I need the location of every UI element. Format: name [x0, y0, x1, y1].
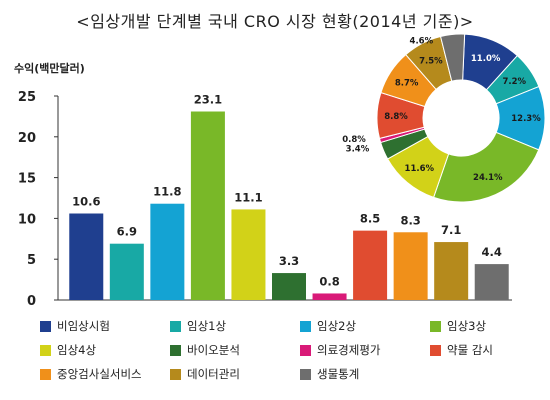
donut-slice-label: 4.6%: [410, 36, 434, 46]
legend-item: 임상1상: [170, 318, 300, 334]
legend-swatch: [300, 320, 311, 332]
legend-item: 의료경제평가: [300, 342, 430, 358]
donut-slice-4: [432, 131, 540, 203]
donut-slice-label: 8.8%: [384, 112, 408, 122]
donut-slice-label: 11.0%: [471, 54, 501, 64]
donut-slice-label: 24.1%: [473, 173, 503, 183]
legend-label: 임상4상: [57, 343, 97, 357]
legend-item: 임상4상: [40, 342, 170, 358]
legend-label: 임상1상: [187, 319, 227, 333]
bar-value-label: 8.5: [360, 212, 380, 226]
legend-swatch: [300, 344, 311, 356]
legend-label: 바이오분석: [187, 343, 240, 357]
y-tick-label: 25: [18, 90, 36, 105]
legend-item: 임상3상: [430, 318, 545, 334]
legend-label: 비임상시험: [57, 319, 110, 333]
donut-slice-11: [439, 33, 466, 82]
legend-item: 생물통계: [300, 366, 430, 382]
donut-slice-label: 12.3%: [511, 114, 541, 124]
legend-item: 바이오분석: [170, 342, 300, 358]
legend-swatch: [430, 320, 441, 332]
bar-10: [434, 242, 469, 300]
y-tick-label: 15: [18, 172, 36, 187]
legend-label: 약물 감시: [447, 343, 493, 357]
bar-value-label: 10.6: [72, 195, 100, 209]
y-tick-label: 20: [18, 131, 36, 146]
legend-swatch: [40, 320, 51, 332]
legend-swatch: [170, 344, 181, 356]
legend-label: 생물통계: [317, 367, 360, 381]
legend-label: 임상2상: [317, 319, 357, 333]
legend-swatch: [430, 344, 441, 356]
bar-value-label: 7.1: [441, 223, 461, 237]
bar-value-label: 3.3: [279, 254, 299, 268]
donut-slice-label: 7.5%: [419, 56, 443, 66]
bar-3: [150, 203, 185, 300]
bar-8: [353, 230, 388, 300]
legend-item: 임상2상: [300, 318, 430, 334]
legend-swatch: [170, 320, 181, 332]
bar-4: [190, 111, 225, 300]
legend-item: 약물 감시: [430, 342, 545, 358]
bar-value-label: 6.9: [117, 225, 137, 239]
bar-2: [109, 243, 144, 300]
legend-label: 의료경제평가: [317, 343, 381, 357]
legend-swatch: [170, 368, 181, 380]
legend-item: 비임상시험: [40, 318, 170, 334]
bar-1: [69, 213, 104, 300]
legend-swatch: [300, 368, 311, 380]
legend-item: 데이터관리: [170, 366, 300, 382]
y-tick-label: 0: [27, 294, 36, 309]
legend-item: 중앙검사실서비스: [40, 366, 170, 382]
donut-slice-label: 3.4%: [346, 145, 370, 155]
bar-9: [393, 232, 428, 300]
legend-label: 중앙검사실서비스: [57, 367, 142, 381]
bar-value-label: 8.3: [400, 213, 420, 227]
legend-label: 데이터관리: [187, 367, 240, 381]
legend-label: 임상3상: [447, 319, 487, 333]
bar-value-label: 23.1: [194, 93, 222, 107]
bar-5: [231, 209, 266, 300]
bar-value-label: 11.1: [234, 190, 262, 204]
legend-swatch: [40, 344, 51, 356]
y-tick-label: 10: [18, 212, 36, 227]
bar-7: [312, 293, 347, 300]
donut-slice-label: 7.2%: [502, 77, 526, 87]
bar-value-label: 11.8: [153, 185, 181, 199]
bar-value-label: 0.8: [319, 274, 339, 288]
y-axis-label: 수익(백만달러): [14, 62, 85, 75]
chart-title: <임상개발 단계별 국내 CRO 시장 현황(2014년 기준)>: [76, 12, 474, 31]
bar-value-label: 4.4: [482, 245, 502, 259]
bar-6: [272, 273, 306, 300]
y-tick-label: 5: [27, 253, 36, 268]
bar-11: [474, 264, 509, 300]
donut-slice-label: 8.7%: [395, 78, 419, 88]
legend-swatch: [40, 368, 51, 380]
donut-slice-label: 11.6%: [405, 164, 435, 174]
donut-slice-label: 0.8%: [342, 135, 366, 145]
